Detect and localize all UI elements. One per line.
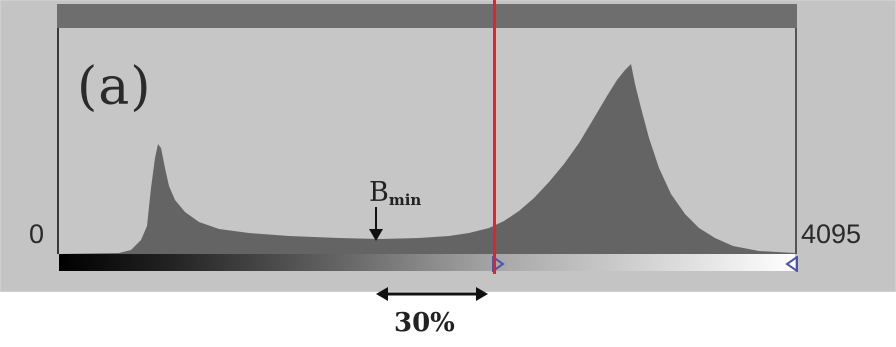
histogram-area [59,64,795,254]
down-arrow-icon [369,207,383,241]
axis-max-label: 4095 [801,219,862,249]
bmin-label: Bmin [369,177,421,209]
panel-label: (a) [77,57,152,117]
histogram-chart [59,64,795,254]
axis-min-label: 0 [29,219,45,249]
max-handle-icon[interactable] [785,256,799,272]
bmin-subscript: min [388,191,422,209]
range-percent-label: 30% [394,308,455,338]
intensity-gradient-bar [59,254,795,271]
threshold-line[interactable] [493,0,496,274]
histogram-plot [57,28,797,254]
histogram-window: (a) 0 4095 Bmin [0,0,896,292]
bmin-base: B [369,177,389,208]
top-bar [57,4,797,28]
double-arrow-icon [376,287,488,301]
